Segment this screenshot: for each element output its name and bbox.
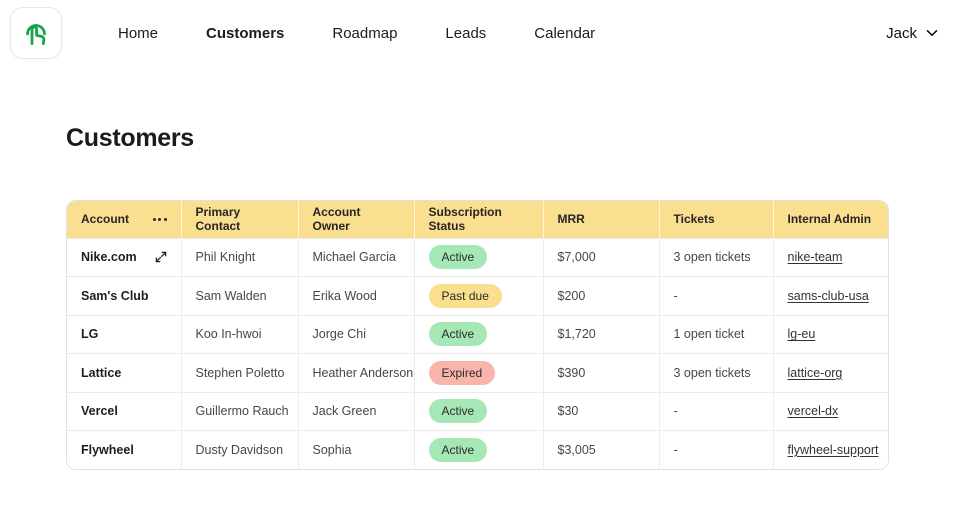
table-row[interactable]: Nike.com Phil Knight Michael Garcia Acti… xyxy=(67,237,888,277)
account-cell[interactable]: Sam's Club xyxy=(67,276,182,315)
mrr-cell: $1,720 xyxy=(543,314,660,354)
status-badge: Expired xyxy=(428,360,496,385)
tap-gesture-icon xyxy=(20,17,52,49)
nav-item-calendar[interactable]: Calendar xyxy=(534,24,596,42)
nav-item-home[interactable]: Home xyxy=(118,24,159,42)
tickets-cell: 3 open tickets xyxy=(659,237,774,277)
account-owner-cell: Jorge Chi xyxy=(298,314,415,354)
internal-admin-cell: vercel-dx xyxy=(773,391,888,431)
status-badge: Active xyxy=(428,322,488,347)
account-owner-cell: Michael Garcia xyxy=(298,237,415,277)
column-menu-icon[interactable] xyxy=(152,215,167,224)
main-nav: Home Customers Roadmap Leads Calendar xyxy=(118,25,595,42)
column-header-subscription-status: Subscription Status xyxy=(414,201,544,238)
subscription-status-cell: Expired xyxy=(414,353,544,392)
account-name: Flywheel xyxy=(81,443,134,457)
table-header-row: Account Primary Contact Account Owner Su… xyxy=(67,201,888,238)
internal-admin-link[interactable]: vercel-dx xyxy=(787,404,839,419)
nav-item-roadmap[interactable]: Roadmap xyxy=(332,24,398,42)
account-name: Sam's Club xyxy=(81,288,149,303)
account-owner-cell: Heather Anderson xyxy=(298,353,415,392)
account-cell[interactable]: Vercel xyxy=(67,391,182,431)
expand-icon[interactable] xyxy=(155,251,167,263)
table-body: Nike.com Phil Knight Michael Garcia Acti… xyxy=(67,237,888,469)
column-header-internal-admin: Internal Admin xyxy=(787,212,872,227)
internal-admin-link[interactable]: lg-eu xyxy=(787,327,816,342)
table-row[interactable]: Vercel Guillermo Rauch Jack Green Active… xyxy=(67,391,888,431)
internal-admin-cell: lattice-org xyxy=(773,353,888,392)
subscription-status-cell: Active xyxy=(414,430,544,469)
status-badge: Past due xyxy=(428,283,502,308)
account-owner-cell: Sophia xyxy=(298,430,415,469)
primary-contact-cell: Dusty Davidson xyxy=(181,430,299,469)
internal-admin-link[interactable]: lattice-org xyxy=(787,365,843,380)
tickets-cell: 3 open tickets xyxy=(659,353,774,392)
tickets-cell: 1 open ticket xyxy=(659,314,774,354)
internal-admin-link[interactable]: sams-club-usa xyxy=(787,288,869,303)
account-name: LG xyxy=(81,327,99,342)
account-cell[interactable]: LG xyxy=(67,314,182,354)
account-name: Lattice xyxy=(81,365,122,380)
internal-admin-cell: nike-team xyxy=(773,237,888,277)
primary-contact-cell: Guillermo Rauch xyxy=(181,391,299,431)
subscription-status-cell: Active xyxy=(414,237,544,277)
account-owner-cell: Erika Wood xyxy=(298,276,415,315)
internal-admin-cell: sams-club-usa xyxy=(773,276,888,315)
account-cell[interactable]: Lattice xyxy=(67,353,182,392)
internal-admin-cell: flywheel-support xyxy=(773,430,888,469)
user-menu[interactable]: Jack xyxy=(886,25,938,42)
account-name: Vercel xyxy=(81,404,118,419)
mrr-cell: $7,000 xyxy=(543,237,660,277)
status-badge: Active xyxy=(428,399,488,424)
column-header-label: Account xyxy=(81,212,129,227)
chevron-down-icon xyxy=(926,29,938,37)
account-name: Nike.com xyxy=(81,250,137,265)
status-badge: Active xyxy=(428,438,488,462)
account-cell[interactable]: Nike.com xyxy=(67,237,182,277)
mrr-cell: $3,005 xyxy=(543,430,660,469)
primary-contact-cell: Phil Knight xyxy=(181,237,299,277)
column-header-tickets: Tickets xyxy=(659,201,774,238)
table-row[interactable]: LG Koo In-hwoi Jorge Chi Active $1,720 1… xyxy=(67,314,888,354)
internal-admin-link[interactable]: nike-team xyxy=(787,250,843,265)
primary-contact-cell: Sam Walden xyxy=(181,276,299,315)
tickets-cell: - xyxy=(659,430,774,469)
customers-table: Account Primary Contact Account Owner Su… xyxy=(67,201,888,469)
mrr-cell: $30 xyxy=(543,391,660,431)
customers-table-container: Account Primary Contact Account Owner Su… xyxy=(66,200,889,470)
primary-contact-cell: Stephen Poletto xyxy=(181,353,299,392)
status-badge: Active xyxy=(428,245,488,270)
table-row[interactable]: Sam's Club Sam Walden Erika Wood Past du… xyxy=(67,276,888,315)
tickets-cell: - xyxy=(659,391,774,431)
subscription-status-cell: Active xyxy=(414,391,544,431)
customers-page: Customers Account Primary Contact Accoun… xyxy=(0,124,956,470)
subscription-status-cell: Past due xyxy=(414,276,544,315)
tickets-cell: - xyxy=(659,276,774,315)
internal-admin-link[interactable]: flywheel-support xyxy=(787,443,879,457)
table-row[interactable]: Lattice Stephen Poletto Heather Anderson… xyxy=(67,353,888,392)
table-row[interactable]: Flywheel Dusty Davidson Sophia Active $3… xyxy=(67,430,888,469)
account-cell[interactable]: Flywheel xyxy=(67,430,182,469)
navbar: Home Customers Roadmap Leads Calendar Jack xyxy=(0,0,956,66)
nav-item-leads[interactable]: Leads xyxy=(445,24,487,42)
column-header-mrr: MRR xyxy=(543,201,660,238)
page-title: Customers xyxy=(66,124,194,152)
column-header-account: Account xyxy=(67,201,182,238)
nav-item-customers[interactable]: Customers xyxy=(206,24,285,42)
mrr-cell: $200 xyxy=(543,276,660,315)
internal-admin-cell: lg-eu xyxy=(773,314,888,354)
user-name: Jack xyxy=(886,24,917,42)
account-owner-cell: Jack Green xyxy=(298,391,415,431)
mrr-cell: $390 xyxy=(543,353,660,392)
app-logo[interactable] xyxy=(10,7,62,59)
primary-contact-cell: Koo In-hwoi xyxy=(181,314,299,354)
column-header-primary-contact: Primary Contact xyxy=(181,201,299,238)
column-header-account-owner: Account Owner xyxy=(298,201,415,238)
subscription-status-cell: Active xyxy=(414,314,544,354)
